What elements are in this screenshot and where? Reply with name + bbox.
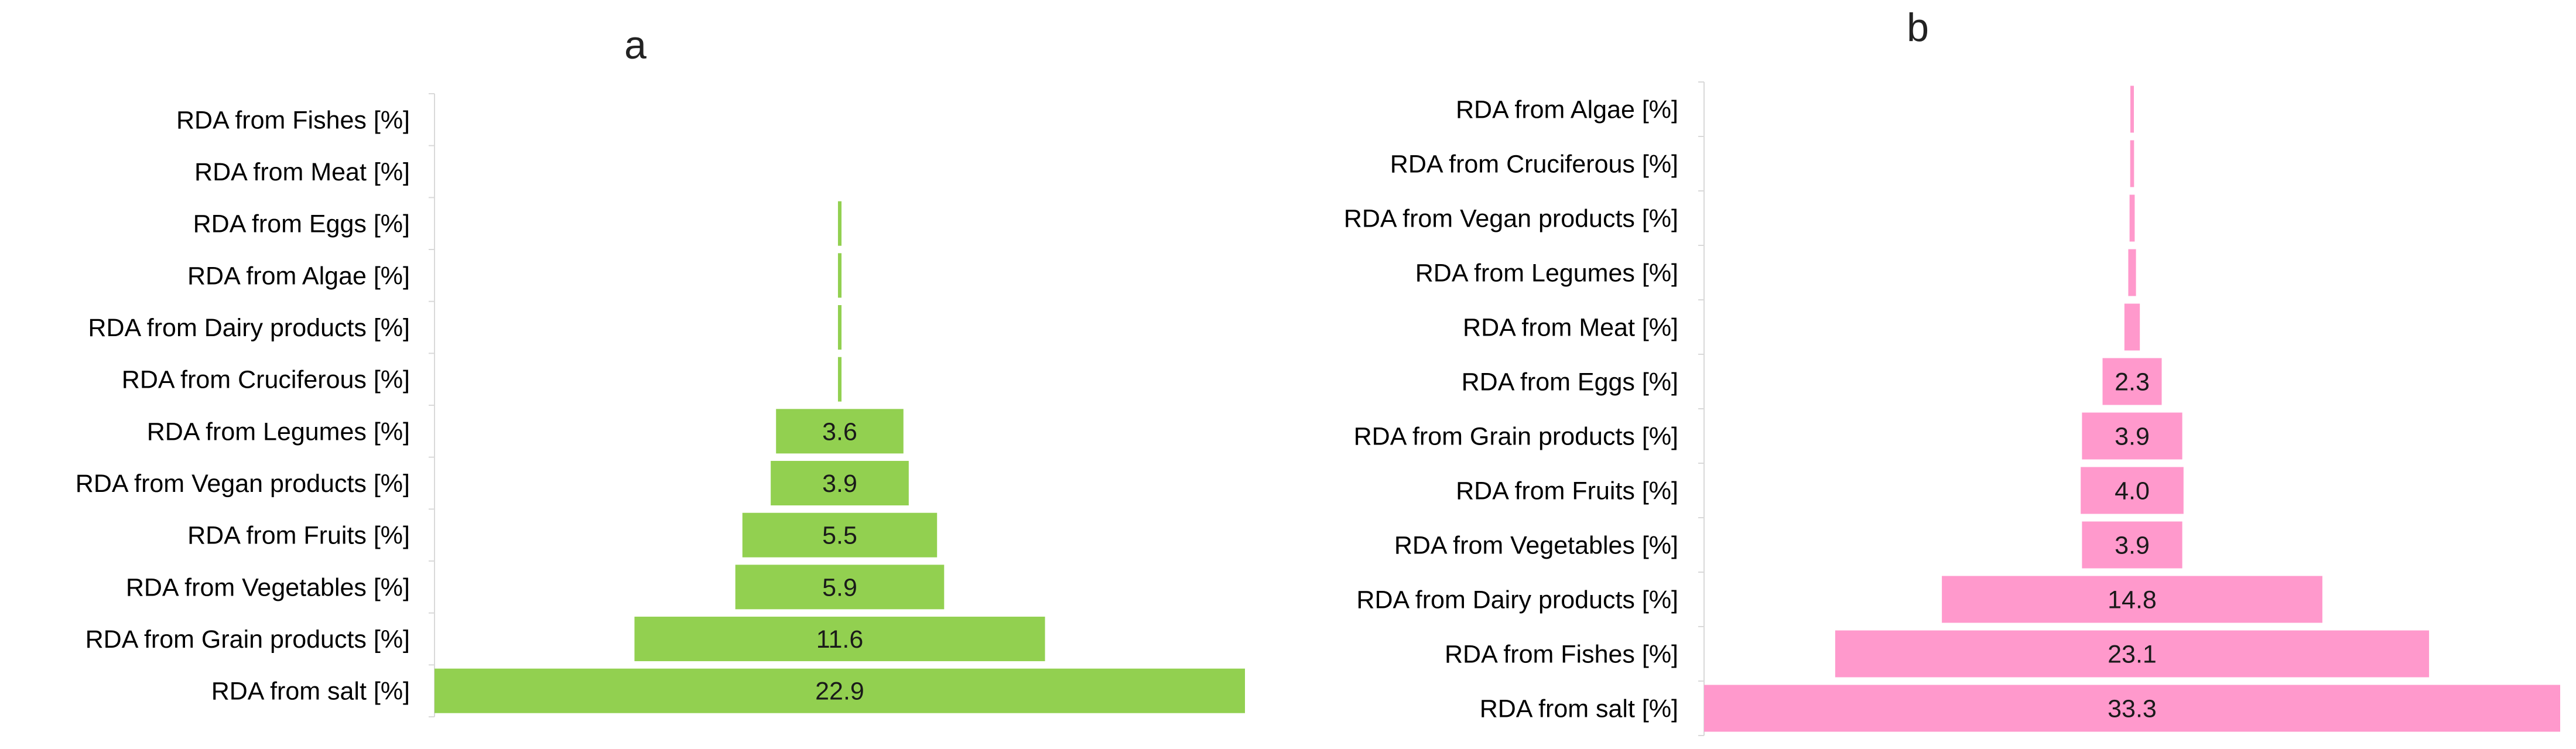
chart-a-category-label: RDA from Vegetables [%] xyxy=(126,573,410,601)
chart-a-bar xyxy=(837,305,842,350)
chart-b-data-label: 4.0 xyxy=(2115,477,2150,505)
chart-b: b RDA from Algae [%] RDA from Cruciferous … xyxy=(1344,5,2560,736)
chart-a-category-label: RDA from Fruits [%] xyxy=(187,522,410,550)
chart-a-bar xyxy=(776,409,904,454)
chart-b-category-label: RDA from Vegan products [%] xyxy=(1344,205,1678,233)
chart-b-data-label: 3.9 xyxy=(2115,423,2150,451)
chart-a-category-label: RDA from Fishes [%] xyxy=(176,106,410,134)
chart-a-data-label: 11.6 xyxy=(816,625,864,654)
chart-b-data-label: 23.1 xyxy=(2108,641,2157,669)
chart-b-bar xyxy=(1704,685,2560,732)
chart-a-bar xyxy=(634,617,1045,662)
chart-b-data-label: 33.3 xyxy=(2108,695,2157,723)
chart-a-bar xyxy=(837,357,842,402)
chart-b-data-label: 3.9 xyxy=(2115,532,2150,560)
chart-a-bar xyxy=(735,565,945,610)
chart-a: a RDA from Fishes [%] RDA from Meat [%] RDA… xyxy=(76,23,1245,718)
chart-a-category-label: RDA from Legumes [%] xyxy=(147,418,410,446)
chart-b-bar xyxy=(1942,576,2322,623)
chart-b-bar xyxy=(2130,140,2134,187)
chart-b-bar xyxy=(2128,249,2136,296)
chart-a-data-label: 3.6 xyxy=(822,418,857,446)
chart-b-bar xyxy=(2081,467,2184,514)
chart-a-category-label: RDA from Dairy products [%] xyxy=(88,314,410,342)
chart-a-data-label: 5.9 xyxy=(822,573,857,601)
chart-b-bar xyxy=(2082,412,2182,460)
chart-b-category-label: RDA from Vegetables [%] xyxy=(1394,532,1678,560)
chart-b-bar xyxy=(2124,303,2140,351)
chart-a-category-label: RDA from Cruciferous [%] xyxy=(122,366,410,394)
chart-b-category-label: RDA from Algae [%] xyxy=(1456,96,1678,124)
chart-b-bar xyxy=(2129,194,2135,242)
chart-b-category-label: RDA from Eggs [%] xyxy=(1462,368,1678,396)
chart-b-category-label: RDA from Meat [%] xyxy=(1463,314,1678,342)
chart-a-data-label: 3.9 xyxy=(822,470,857,498)
chart-a-category-label: RDA from Meat [%] xyxy=(194,158,410,186)
chart-b-bar xyxy=(2130,85,2134,133)
chart-b-category-label: RDA from Fishes [%] xyxy=(1445,641,1678,669)
chart-a-category-label: RDA from Vegan products [%] xyxy=(76,470,410,498)
chart-b-data-label: 14.8 xyxy=(2108,586,2157,614)
chart-a-bar xyxy=(771,461,909,506)
chart-b-bar xyxy=(2082,521,2182,569)
chart-a-bar xyxy=(742,512,938,558)
chart-b-bar xyxy=(1835,630,2430,678)
chart-b-bar xyxy=(2102,358,2162,405)
chart-a-category-label: RDA from salt [%] xyxy=(211,678,410,706)
chart-b-category-label: RDA from Dairy products [%] xyxy=(1356,586,1678,614)
chart-b-category-label: RDA from Fruits [%] xyxy=(1456,477,1678,505)
chart-b-category-label: RDA from salt [%] xyxy=(1480,695,1678,723)
chart-a-data-label: 22.9 xyxy=(815,678,864,706)
chart-a-bar xyxy=(837,201,842,246)
chart-b-category-label: RDA from Grain products [%] xyxy=(1354,423,1678,451)
chart-b-category-label: RDA from Legumes [%] xyxy=(1415,259,1678,288)
chart-b-category-label: RDA from Cruciferous [%] xyxy=(1390,151,1678,179)
chart-a-bar xyxy=(435,668,1245,713)
chart-b-data-label: 2.3 xyxy=(2115,368,2150,396)
chart-a-bar xyxy=(837,253,842,298)
chart-a-title: a xyxy=(624,23,646,67)
chart-a-data-label: 5.5 xyxy=(822,522,857,550)
chart-b-title: b xyxy=(1907,5,1929,50)
chart-a-category-label: RDA from Algae [%] xyxy=(187,262,410,290)
chart-a-category-label: RDA from Grain products [%] xyxy=(85,625,410,654)
chart-a-category-label: RDA from Eggs [%] xyxy=(193,210,410,238)
